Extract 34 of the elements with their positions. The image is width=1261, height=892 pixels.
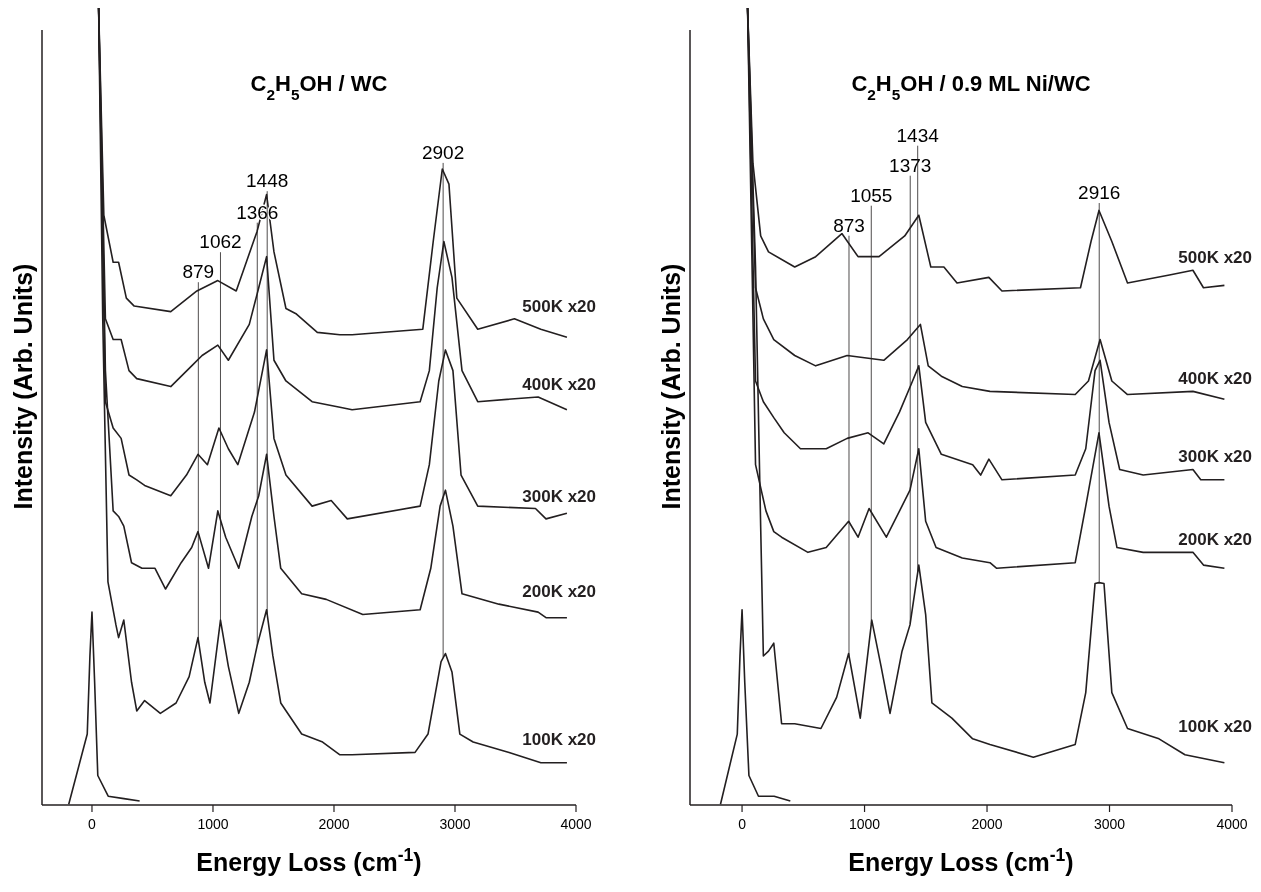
text: C$_{2}$H$_{5}$OH / WC	[250, 71, 388, 103]
annotation: 873	[833, 214, 865, 236]
x-tick-label: 2000	[971, 816, 1003, 832]
x-axis-title: Energy Loss (cm$^{-1}$)	[848, 845, 1074, 876]
x-tick-label: 4000	[1216, 816, 1248, 832]
x-tick-label: 1000	[197, 816, 229, 832]
series-label: 200K x20	[1178, 530, 1252, 550]
annotation: 2902	[421, 141, 465, 163]
series-label: 400K x20	[522, 374, 596, 394]
series-label: 500K x20	[1178, 248, 1252, 268]
x-tick-label: 2000	[318, 816, 350, 832]
annotation: 1062	[199, 231, 242, 253]
annotation: 1434	[896, 124, 940, 146]
series-label: 100K x20	[522, 730, 596, 750]
x-tick-label: 0	[88, 816, 97, 832]
x-axis-title: Energy Loss (cm$^{-1}$)	[196, 845, 422, 876]
annotation: 1055	[850, 184, 893, 206]
text: C$_{2}$H$_{5}$OH / 0.9 ML Ni/WC	[851, 71, 1091, 103]
series-label: 100K x20	[1178, 716, 1252, 736]
x-tick-label: 1000	[848, 816, 881, 832]
series-label: 500K x20	[522, 296, 596, 316]
annotation: 879	[182, 261, 215, 283]
series-label: 300K x20	[522, 486, 596, 506]
series-label: 300K x20	[1178, 447, 1252, 467]
y-axis-title: Intensity (Arb. Units)	[9, 263, 37, 510]
series-label: 200K x20	[522, 582, 596, 602]
x-tick-label: 3000	[439, 816, 471, 832]
x-tick-label: 0	[738, 816, 747, 832]
annotation: 1448	[246, 170, 289, 192]
x-tick-label: 4000	[560, 816, 592, 832]
x-tick-label: 3000	[1093, 816, 1126, 832]
y-axis-title: Intensity (Arb. Units)	[657, 263, 685, 510]
annotation: 2916	[1078, 182, 1121, 204]
series-label: 400K x20	[1178, 369, 1252, 389]
